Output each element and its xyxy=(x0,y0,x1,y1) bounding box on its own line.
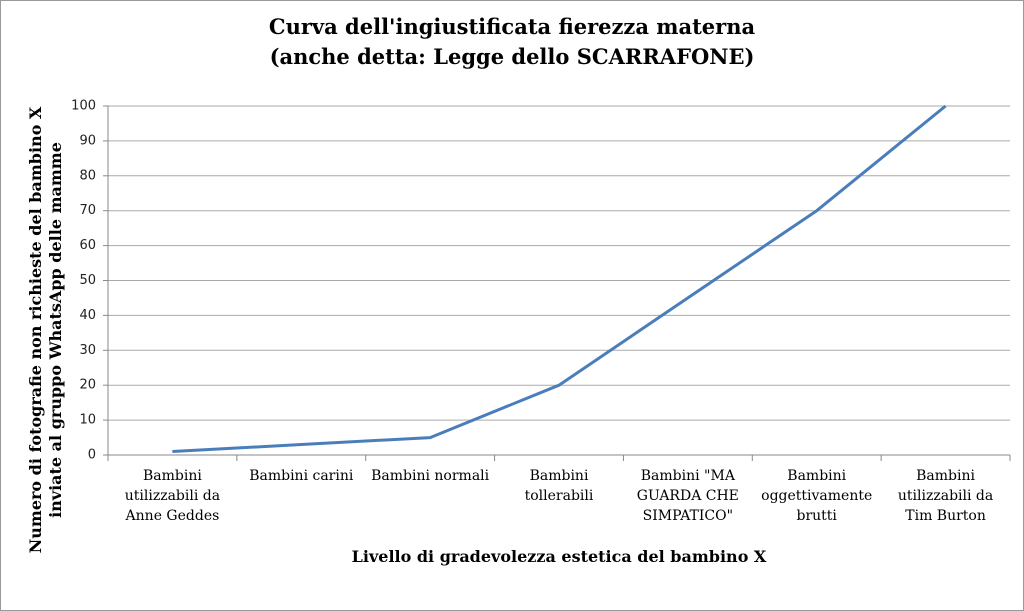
y-tick-label: 20 xyxy=(79,378,96,393)
y-tick-label: 60 xyxy=(79,238,96,253)
y-tick-label: 90 xyxy=(79,133,96,148)
y-tick-label: 100 xyxy=(71,99,96,114)
x-tick-label: Bambini oggettivamente brutti xyxy=(761,468,873,524)
line xyxy=(172,104,947,453)
y-tick-label: 40 xyxy=(79,308,96,323)
x-tick-label: Bambini utilizzabili da Anne Geddes xyxy=(124,468,221,524)
x-tick-label: Bambini tollerabili xyxy=(524,468,594,504)
x-axis-label: Livello di gradevolezza estetica del bam… xyxy=(351,547,767,566)
y-axis-label: Numero di fotografie non richieste del b… xyxy=(26,50,66,610)
x-tick-label: Bambini "MA GUARDA CHE SIMPATICO" xyxy=(636,468,739,524)
y-tick-label: 10 xyxy=(79,413,96,428)
y-tick-label: 0 xyxy=(88,448,96,463)
y-axis-label-line: Numero di fotografie non richieste del b… xyxy=(26,106,45,554)
y-tick-label: 70 xyxy=(79,203,96,218)
x-tick-label: Bambini normali xyxy=(371,468,490,484)
y-axis-label-line: inviate al gruppo WhatsApp delle mamme xyxy=(46,142,65,518)
chart-title: Curva dell'ingiustificata fierezza mater… xyxy=(268,14,756,39)
x-tick-label: Bambini carini xyxy=(249,468,354,484)
y-tick-label: 80 xyxy=(79,168,96,183)
y-tick-label: 30 xyxy=(79,343,96,358)
y-tick-label: 50 xyxy=(79,273,96,288)
chart-subtitle: (anche detta: Legge dello SCARRAFONE) xyxy=(269,44,755,69)
x-tick-label: Bambini utilizzabili da Tim Burton xyxy=(897,468,994,524)
